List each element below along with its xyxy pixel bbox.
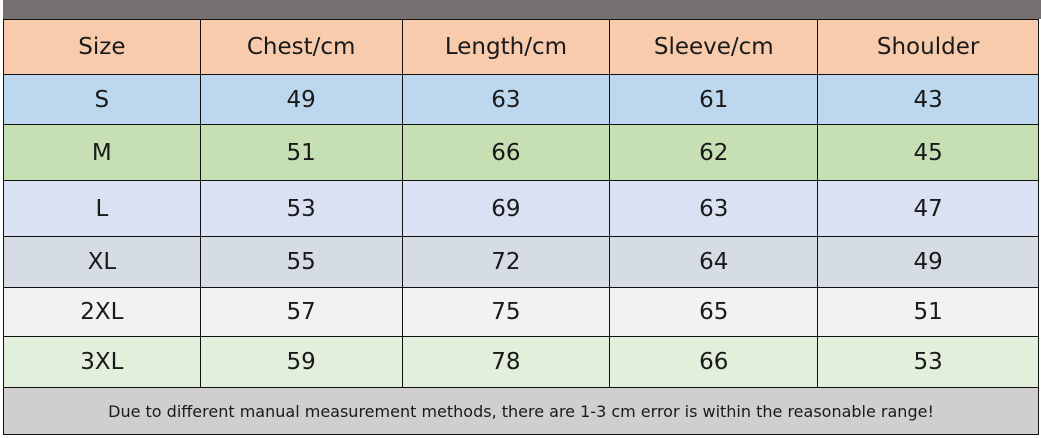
table-cell: 47 bbox=[817, 180, 1039, 237]
table-cell: 75 bbox=[401, 287, 611, 337]
table-row: 2XL 57 75 65 51 bbox=[3, 287, 1039, 337]
table-cell: 72 bbox=[401, 236, 611, 288]
table-cell: 2XL bbox=[3, 287, 201, 337]
size-chart-table: Size Chest/cm Length/cm Sleeve/cm Should… bbox=[3, 19, 1039, 435]
footer-row: Due to different manual measurement meth… bbox=[3, 387, 1039, 435]
header-shoulder: Shoulder bbox=[817, 19, 1039, 75]
table-cell: 62 bbox=[609, 124, 819, 181]
table-cell: 55 bbox=[199, 236, 403, 288]
header-row: Size Chest/cm Length/cm Sleeve/cm Should… bbox=[3, 19, 1039, 75]
table-cell: 63 bbox=[401, 74, 611, 125]
top-bar bbox=[3, 0, 1041, 19]
table-row: S 49 63 61 43 bbox=[3, 74, 1039, 125]
table-cell: 51 bbox=[817, 287, 1039, 337]
table-cell: 57 bbox=[199, 287, 403, 337]
table-cell: 66 bbox=[609, 336, 819, 388]
table-row: M 51 66 62 45 bbox=[3, 124, 1039, 181]
measurement-note: Due to different manual measurement meth… bbox=[3, 387, 1039, 435]
table-cell: L bbox=[3, 180, 201, 237]
header-length: Length/cm bbox=[401, 19, 611, 75]
header-sleeve: Sleeve/cm bbox=[609, 19, 819, 75]
table-cell: 43 bbox=[817, 74, 1039, 125]
table-row: L 53 69 63 47 bbox=[3, 180, 1039, 237]
table-row: XL 55 72 64 49 bbox=[3, 236, 1039, 288]
table-cell: 51 bbox=[199, 124, 403, 181]
header-size: Size bbox=[3, 19, 201, 75]
table-cell: 64 bbox=[609, 236, 819, 288]
table-cell: 78 bbox=[401, 336, 611, 388]
table-cell: 3XL bbox=[3, 336, 201, 388]
table-cell: 49 bbox=[199, 74, 403, 125]
table-cell: 49 bbox=[817, 236, 1039, 288]
table-cell: 65 bbox=[609, 287, 819, 337]
table-cell: 59 bbox=[199, 336, 403, 388]
table-cell: 53 bbox=[817, 336, 1039, 388]
table-cell: 53 bbox=[199, 180, 403, 237]
table-cell: XL bbox=[3, 236, 201, 288]
table-cell: S bbox=[3, 74, 201, 125]
table-cell: 61 bbox=[609, 74, 819, 125]
table-row: 3XL 59 78 66 53 bbox=[3, 336, 1039, 388]
table-cell: 66 bbox=[401, 124, 611, 181]
table-cell: 45 bbox=[817, 124, 1039, 181]
table-cell: 69 bbox=[401, 180, 611, 237]
table-cell: M bbox=[3, 124, 201, 181]
header-chest: Chest/cm bbox=[199, 19, 403, 75]
table-cell: 63 bbox=[609, 180, 819, 237]
